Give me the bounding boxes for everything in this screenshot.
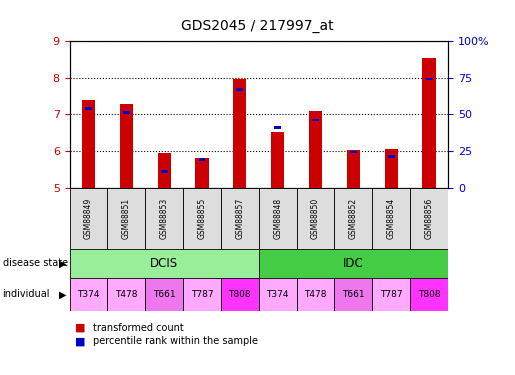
- Text: GSM88853: GSM88853: [160, 198, 168, 239]
- Bar: [388, 155, 394, 158]
- Bar: [107, 278, 145, 311]
- Text: percentile rank within the sample: percentile rank within the sample: [93, 336, 258, 346]
- Bar: [221, 188, 259, 249]
- Bar: [221, 278, 259, 311]
- Bar: [422, 58, 436, 188]
- Text: GSM88850: GSM88850: [311, 198, 320, 239]
- Bar: [372, 188, 410, 249]
- Bar: [259, 278, 297, 311]
- Bar: [70, 249, 259, 278]
- Text: T661: T661: [342, 290, 365, 299]
- Bar: [70, 278, 107, 311]
- Bar: [123, 111, 130, 114]
- Text: T478: T478: [115, 290, 138, 299]
- Text: T374: T374: [266, 290, 289, 299]
- Bar: [183, 278, 221, 311]
- Bar: [335, 278, 372, 311]
- Text: GDS2045 / 217997_at: GDS2045 / 217997_at: [181, 19, 334, 33]
- Text: GSM88855: GSM88855: [198, 198, 207, 239]
- Text: GSM88857: GSM88857: [235, 198, 244, 239]
- Bar: [195, 158, 209, 188]
- Bar: [233, 78, 247, 188]
- Text: GSM88854: GSM88854: [387, 198, 396, 239]
- Text: ■: ■: [75, 323, 85, 333]
- Bar: [274, 126, 281, 129]
- Bar: [183, 188, 221, 249]
- Text: T808: T808: [229, 290, 251, 299]
- Bar: [297, 278, 335, 311]
- Bar: [312, 119, 319, 122]
- Text: GSM88848: GSM88848: [273, 198, 282, 239]
- Bar: [372, 278, 410, 311]
- Bar: [347, 150, 360, 188]
- Text: DCIS: DCIS: [150, 257, 178, 270]
- Text: GSM88856: GSM88856: [425, 198, 434, 239]
- Bar: [259, 188, 297, 249]
- Bar: [70, 188, 107, 249]
- Bar: [85, 107, 92, 109]
- Text: T787: T787: [191, 290, 213, 299]
- Text: IDC: IDC: [343, 257, 364, 270]
- Text: GSM88849: GSM88849: [84, 198, 93, 239]
- Text: T808: T808: [418, 290, 440, 299]
- Bar: [199, 158, 205, 161]
- Bar: [107, 188, 145, 249]
- Bar: [385, 150, 398, 188]
- Bar: [145, 278, 183, 311]
- Text: T374: T374: [77, 290, 100, 299]
- Text: T787: T787: [380, 290, 403, 299]
- Bar: [82, 100, 95, 188]
- Bar: [297, 188, 335, 249]
- Text: individual: individual: [3, 290, 50, 299]
- Text: disease state: disease state: [3, 258, 67, 268]
- Text: ■: ■: [75, 336, 85, 346]
- Bar: [158, 153, 171, 188]
- Text: T478: T478: [304, 290, 327, 299]
- Bar: [271, 132, 284, 188]
- Bar: [259, 249, 448, 278]
- Bar: [410, 188, 448, 249]
- Text: T661: T661: [153, 290, 176, 299]
- Text: GSM88851: GSM88851: [122, 198, 131, 239]
- Bar: [426, 78, 433, 80]
- Text: ▶: ▶: [59, 258, 67, 268]
- Bar: [145, 188, 183, 249]
- Text: GSM88852: GSM88852: [349, 198, 358, 239]
- Bar: [119, 104, 133, 188]
- Text: transformed count: transformed count: [93, 323, 183, 333]
- Bar: [309, 111, 322, 188]
- Bar: [335, 188, 372, 249]
- Bar: [161, 170, 167, 172]
- Bar: [350, 151, 357, 153]
- Bar: [236, 88, 243, 91]
- Text: ▶: ▶: [59, 290, 67, 299]
- Bar: [410, 278, 448, 311]
